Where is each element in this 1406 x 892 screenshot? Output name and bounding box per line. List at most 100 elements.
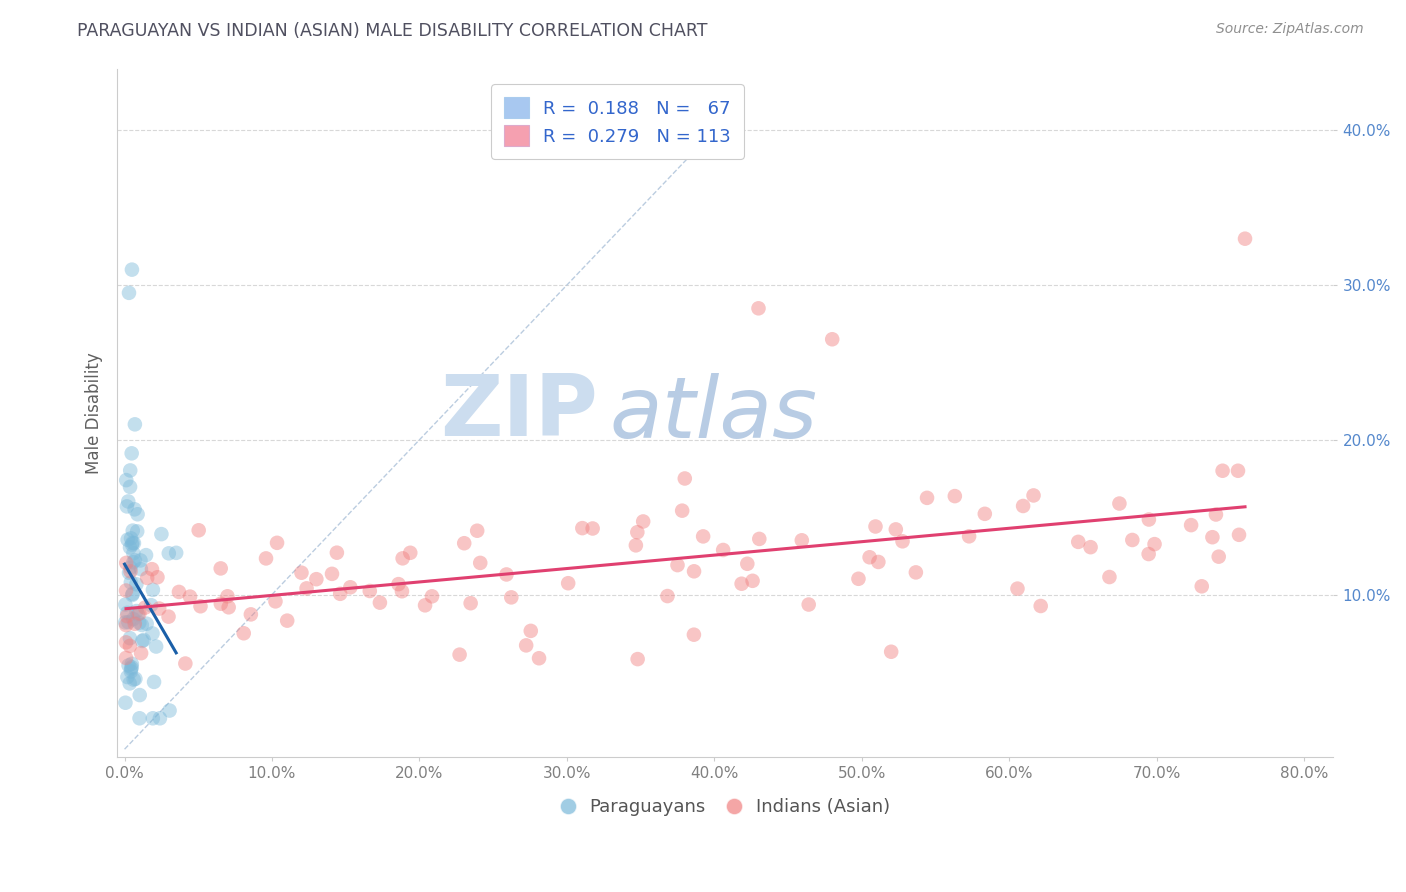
Point: [624, 538, 647, 552]
Point: [117, 606, 139, 620]
Point: [683, 628, 706, 642]
Point: [470, 556, 492, 570]
Point: [413, 599, 436, 613]
Point: [295, 582, 318, 596]
Point: [391, 584, 413, 599]
Point: [359, 584, 381, 599]
Point: [136, 571, 159, 585]
Point: [571, 521, 593, 535]
Point: [125, 604, 148, 618]
Point: [115, 651, 138, 665]
Point: [387, 577, 409, 591]
Point: [737, 557, 759, 571]
Point: [132, 632, 155, 647]
Point: [139, 598, 162, 612]
Point: [135, 548, 157, 562]
Point: [149, 711, 172, 725]
Point: [797, 598, 820, 612]
Point: [1205, 508, 1227, 522]
Point: [115, 473, 138, 487]
Point: [747, 301, 769, 316]
Point: [157, 546, 180, 560]
Point: [218, 600, 240, 615]
Point: [711, 543, 734, 558]
Point: [865, 519, 887, 533]
Point: [449, 648, 471, 662]
Point: [460, 596, 482, 610]
Point: [217, 589, 239, 603]
Point: [115, 583, 138, 598]
Point: [131, 618, 153, 632]
Point: [1029, 599, 1052, 613]
Point: [1137, 512, 1160, 526]
Point: [165, 546, 187, 560]
Point: [143, 674, 166, 689]
Point: [134, 600, 156, 615]
Point: [683, 564, 706, 578]
Point: [127, 508, 149, 522]
Point: [527, 651, 550, 665]
Point: [730, 576, 752, 591]
Point: [520, 624, 543, 638]
Point: [122, 555, 145, 569]
Point: [127, 607, 149, 622]
Point: [121, 660, 143, 674]
Point: [122, 536, 145, 550]
Point: [671, 503, 693, 517]
Point: [118, 631, 141, 645]
Point: [131, 634, 153, 648]
Point: [264, 594, 287, 608]
Point: [915, 491, 938, 505]
Point: [145, 640, 167, 654]
Point: [115, 556, 138, 570]
Point: [957, 529, 980, 543]
Point: [121, 537, 143, 551]
Point: [128, 711, 150, 725]
Point: [501, 591, 523, 605]
Point: [124, 616, 146, 631]
Point: [290, 566, 312, 580]
Point: [122, 546, 145, 560]
Point: [120, 662, 142, 676]
Point: [141, 626, 163, 640]
Point: [631, 515, 654, 529]
Y-axis label: Male Disability: Male Disability: [86, 351, 103, 474]
Point: [666, 558, 689, 573]
Point: [821, 332, 844, 346]
Point: [266, 536, 288, 550]
Point: [115, 635, 138, 649]
Point: [115, 500, 138, 514]
Point: [254, 551, 277, 566]
Point: [209, 597, 232, 611]
Point: [582, 521, 605, 535]
Point: [121, 524, 143, 538]
Point: [120, 565, 142, 579]
Point: [1208, 549, 1230, 564]
Point: [329, 587, 352, 601]
Point: [128, 615, 150, 630]
Point: [209, 561, 232, 575]
Point: [167, 585, 190, 599]
Point: [904, 566, 927, 580]
Point: [142, 711, 165, 725]
Point: [321, 566, 343, 581]
Point: [495, 567, 517, 582]
Point: [657, 589, 679, 603]
Point: [339, 580, 361, 594]
Point: [368, 596, 391, 610]
Point: [1108, 497, 1130, 511]
Point: [120, 532, 142, 546]
Point: [127, 524, 149, 539]
Point: [117, 658, 139, 673]
Point: [124, 553, 146, 567]
Point: [880, 645, 903, 659]
Point: [114, 615, 136, 630]
Point: [117, 494, 139, 508]
Point: [142, 582, 165, 597]
Point: [129, 562, 152, 576]
Point: [129, 646, 152, 660]
Point: [114, 696, 136, 710]
Point: [124, 502, 146, 516]
Point: [117, 533, 139, 547]
Point: [399, 546, 422, 560]
